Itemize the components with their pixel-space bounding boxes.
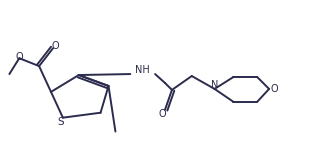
Text: N: N — [211, 80, 218, 90]
Text: S: S — [58, 117, 64, 127]
Text: O: O — [16, 52, 23, 62]
Text: O: O — [270, 84, 278, 94]
Text: O: O — [158, 109, 166, 119]
Text: O: O — [51, 41, 59, 51]
Text: NH: NH — [135, 65, 150, 75]
